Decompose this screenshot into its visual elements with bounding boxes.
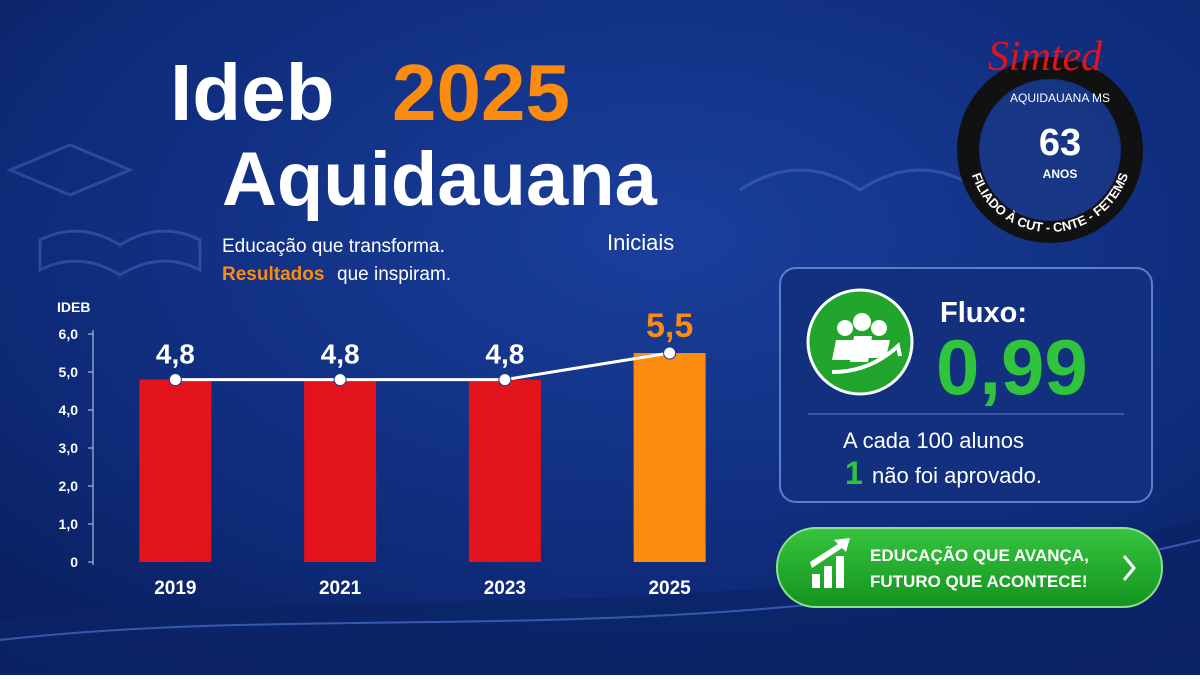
y-tick-label: 5,0 xyxy=(59,364,79,380)
title-city: Aquidauana xyxy=(222,137,658,222)
y-tick-label: 0 xyxy=(70,554,78,570)
cta-button[interactable]: EDUCAÇÃO QUE AVANÇA, FUTURO QUE ACONTECE… xyxy=(776,527,1163,608)
card-text: A cada 100 alunos xyxy=(843,428,1024,453)
logo-name: Simted xyxy=(988,34,1103,80)
people-icon xyxy=(831,313,902,374)
x-tick-label: 2019 xyxy=(154,578,196,599)
wave xyxy=(0,520,1200,675)
level: Iniciais xyxy=(607,230,674,255)
card-value: 0,99 xyxy=(936,323,1088,411)
bar xyxy=(633,353,706,562)
card: Fluxo: 0,99 A cada 100 alunos 1 não foi … xyxy=(779,267,1153,503)
point xyxy=(168,373,182,387)
chart-icon xyxy=(810,538,850,588)
chart: IDEB 0 1,0 2,0 3,0 4,0 5,0 6,0 2019 2021 2023 2025… xyxy=(57,299,706,599)
logo-years-label: ANOS xyxy=(1043,167,1078,181)
tagline: que inspiram. xyxy=(337,264,451,285)
y-tick-label: 1,0 xyxy=(59,516,79,532)
x-tick-label: 2025 xyxy=(648,578,691,599)
y-tick-label: 2,0 xyxy=(59,478,79,494)
cap-icon xyxy=(6,143,202,277)
logo-place: AQUIDAUANA MS xyxy=(1010,91,1110,105)
value-label: 4,8 xyxy=(321,339,360,370)
y-tick-label: 6,0 xyxy=(59,326,79,342)
card-count: 1 xyxy=(845,455,863,491)
y-axis-label: IDEB xyxy=(57,299,90,315)
value-label: 5,5 xyxy=(646,307,693,345)
tagline-accent: Resultados xyxy=(222,264,324,285)
title-year: 2025 xyxy=(392,48,570,137)
chevron xyxy=(1122,555,1136,581)
value-label: 4,8 xyxy=(485,339,524,370)
bridge xyxy=(739,168,981,192)
x-tick-label: 2023 xyxy=(484,578,526,599)
logo: Simted AQUIDAUANA MS 63 ANOS FILIADO À C… xyxy=(957,34,1143,243)
bar xyxy=(139,379,212,562)
bar xyxy=(304,379,377,562)
logo-ring xyxy=(957,57,1143,243)
tagline: Educação que transforma. xyxy=(222,236,445,257)
point xyxy=(498,373,512,387)
point xyxy=(663,346,677,360)
button-text: EDUCAÇÃO QUE AVANÇA, xyxy=(870,545,1089,565)
point xyxy=(333,373,347,387)
value-label: 4,8 xyxy=(156,339,195,370)
logo-years: 63 xyxy=(1039,122,1081,164)
y-tick-label: 4,0 xyxy=(59,402,79,418)
logo-disc xyxy=(980,80,1120,220)
title: Ideb xyxy=(170,48,334,137)
y-tick-label: 3,0 xyxy=(59,440,79,456)
button-text: FUTURO QUE ACONTECE! xyxy=(870,572,1088,591)
bar xyxy=(468,379,541,562)
card-label: Fluxo: xyxy=(940,297,1027,329)
trend-line xyxy=(175,351,670,382)
button-shape[interactable] xyxy=(776,527,1163,608)
card-text: não foi aprovado. xyxy=(872,463,1042,488)
x-tick-label: 2021 xyxy=(319,578,362,599)
